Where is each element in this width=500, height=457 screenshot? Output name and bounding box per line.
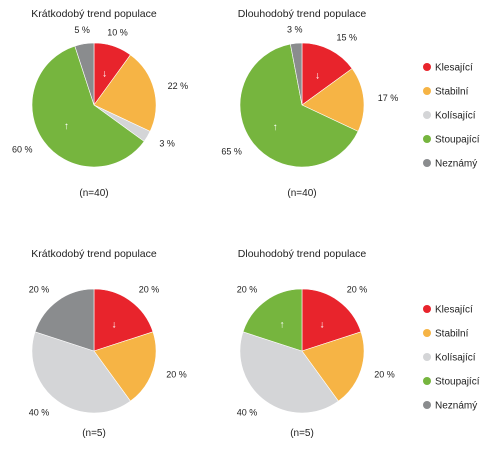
legend-swatch <box>423 159 431 167</box>
legend-swatch <box>423 329 431 337</box>
pie-slice-stoupající <box>239 43 359 168</box>
legend-label: Stoupající <box>435 135 480 146</box>
chart-2-note: (n=40) <box>287 188 316 199</box>
pie-slice-klesající <box>301 42 353 106</box>
legend-bottom: Klesající Stabilní Kolísající Stoupající Nez… <box>423 305 480 412</box>
legend-swatch <box>423 401 431 409</box>
legend-label: Klesající <box>435 305 473 316</box>
slice-value-label: 40 % <box>29 408 50 418</box>
legend-label: Kolísající <box>435 111 476 122</box>
slice-value-label: 65 % <box>221 147 242 157</box>
arrow-up-icon: ↑ <box>273 122 278 133</box>
legend-swatch <box>423 111 431 119</box>
slice-value-label: 5 % <box>74 25 90 35</box>
arrow-down-icon: ↓ <box>315 71 320 82</box>
arrow-down-icon: ↓ <box>102 69 107 80</box>
legend-label: Stabilní <box>435 87 469 98</box>
chart-4-pie: 20 % ↓ 20 % 40 % 20 % ↑ <box>237 285 395 418</box>
arrow-down-icon: ↓ <box>112 319 117 330</box>
slice-value-label: 10 % <box>107 28 128 38</box>
chart-3-title: Krátkodobý trend populace <box>31 248 157 260</box>
legend-label: Stabilní <box>435 329 469 340</box>
legend-label: Neznámý <box>435 401 477 412</box>
legend-label: Kolísající <box>435 353 476 364</box>
legend-label: Neznámý <box>435 159 477 170</box>
pie-slice-stoupající <box>31 45 145 168</box>
slice-value-label: 20 % <box>237 285 258 295</box>
slice-value-label: 20 % <box>374 370 395 380</box>
legend-top: Klesající Stabilní Kolísající Stoupající Nez… <box>423 63 480 170</box>
arrow-down-icon: ↓ <box>320 319 325 330</box>
pie-slice-kolísající <box>31 331 131 414</box>
chart-3-note: (n=5) <box>82 428 106 439</box>
pie-slice-klesající <box>301 288 362 352</box>
legend-label: Klesající <box>435 63 473 74</box>
chart-1-pie: 10 % ↓ 22 % 3 % 60 % ↑ 5 % <box>12 25 189 168</box>
slice-value-label: 60 % <box>12 145 33 155</box>
slice-value-label: 20 % <box>139 285 160 295</box>
legend-swatch <box>423 377 431 385</box>
pie-slice-stabilní <box>301 331 365 402</box>
slice-value-label: 40 % <box>237 408 258 418</box>
chart-1-note: (n=40) <box>79 188 108 199</box>
pie-slice-kolísající <box>239 331 339 414</box>
arrow-up-icon: ↑ <box>280 319 285 330</box>
legend-swatch <box>423 135 431 143</box>
slice-value-label: 15 % <box>337 32 358 42</box>
legend-swatch <box>423 353 431 361</box>
slice-value-label: 22 % <box>168 81 189 91</box>
pie-slice-stabilní <box>301 68 365 132</box>
pie-slice-stabilní <box>93 331 157 402</box>
slice-value-label: 20 % <box>347 285 368 295</box>
chart-4-note: (n=5) <box>290 428 314 439</box>
chart-4-title: Dlouhodobý trend populace <box>238 248 367 260</box>
pie-slice-neznámý <box>290 42 303 106</box>
chart-2-pie: 15 % ↓ 17 % 65 % ↑ 3 % <box>221 24 399 168</box>
legend-swatch <box>423 87 431 95</box>
arrow-up-icon: ↑ <box>64 121 69 132</box>
pie-slice-neznámý <box>74 42 95 106</box>
legend-swatch <box>423 63 431 71</box>
chart-1-title: Krátkodobý trend populace <box>31 8 157 20</box>
chart-2-title: Dlouhodobý trend populace <box>238 8 367 20</box>
slice-value-label: 3 % <box>287 24 303 34</box>
slice-value-label: 17 % <box>378 93 399 103</box>
slice-value-label: 20 % <box>166 370 187 380</box>
pie-slice-neznámý <box>34 288 95 352</box>
pie-slice-stoupající <box>242 288 303 352</box>
chart-3-pie: 20 % ↓ 20 % 40 % 20 % <box>29 285 187 418</box>
legend-label: Stoupající <box>435 377 480 388</box>
pie-slice-klesající <box>93 288 154 352</box>
legend-swatch <box>423 305 431 313</box>
slice-value-label: 3 % <box>159 139 175 149</box>
slice-value-label: 20 % <box>29 285 50 295</box>
